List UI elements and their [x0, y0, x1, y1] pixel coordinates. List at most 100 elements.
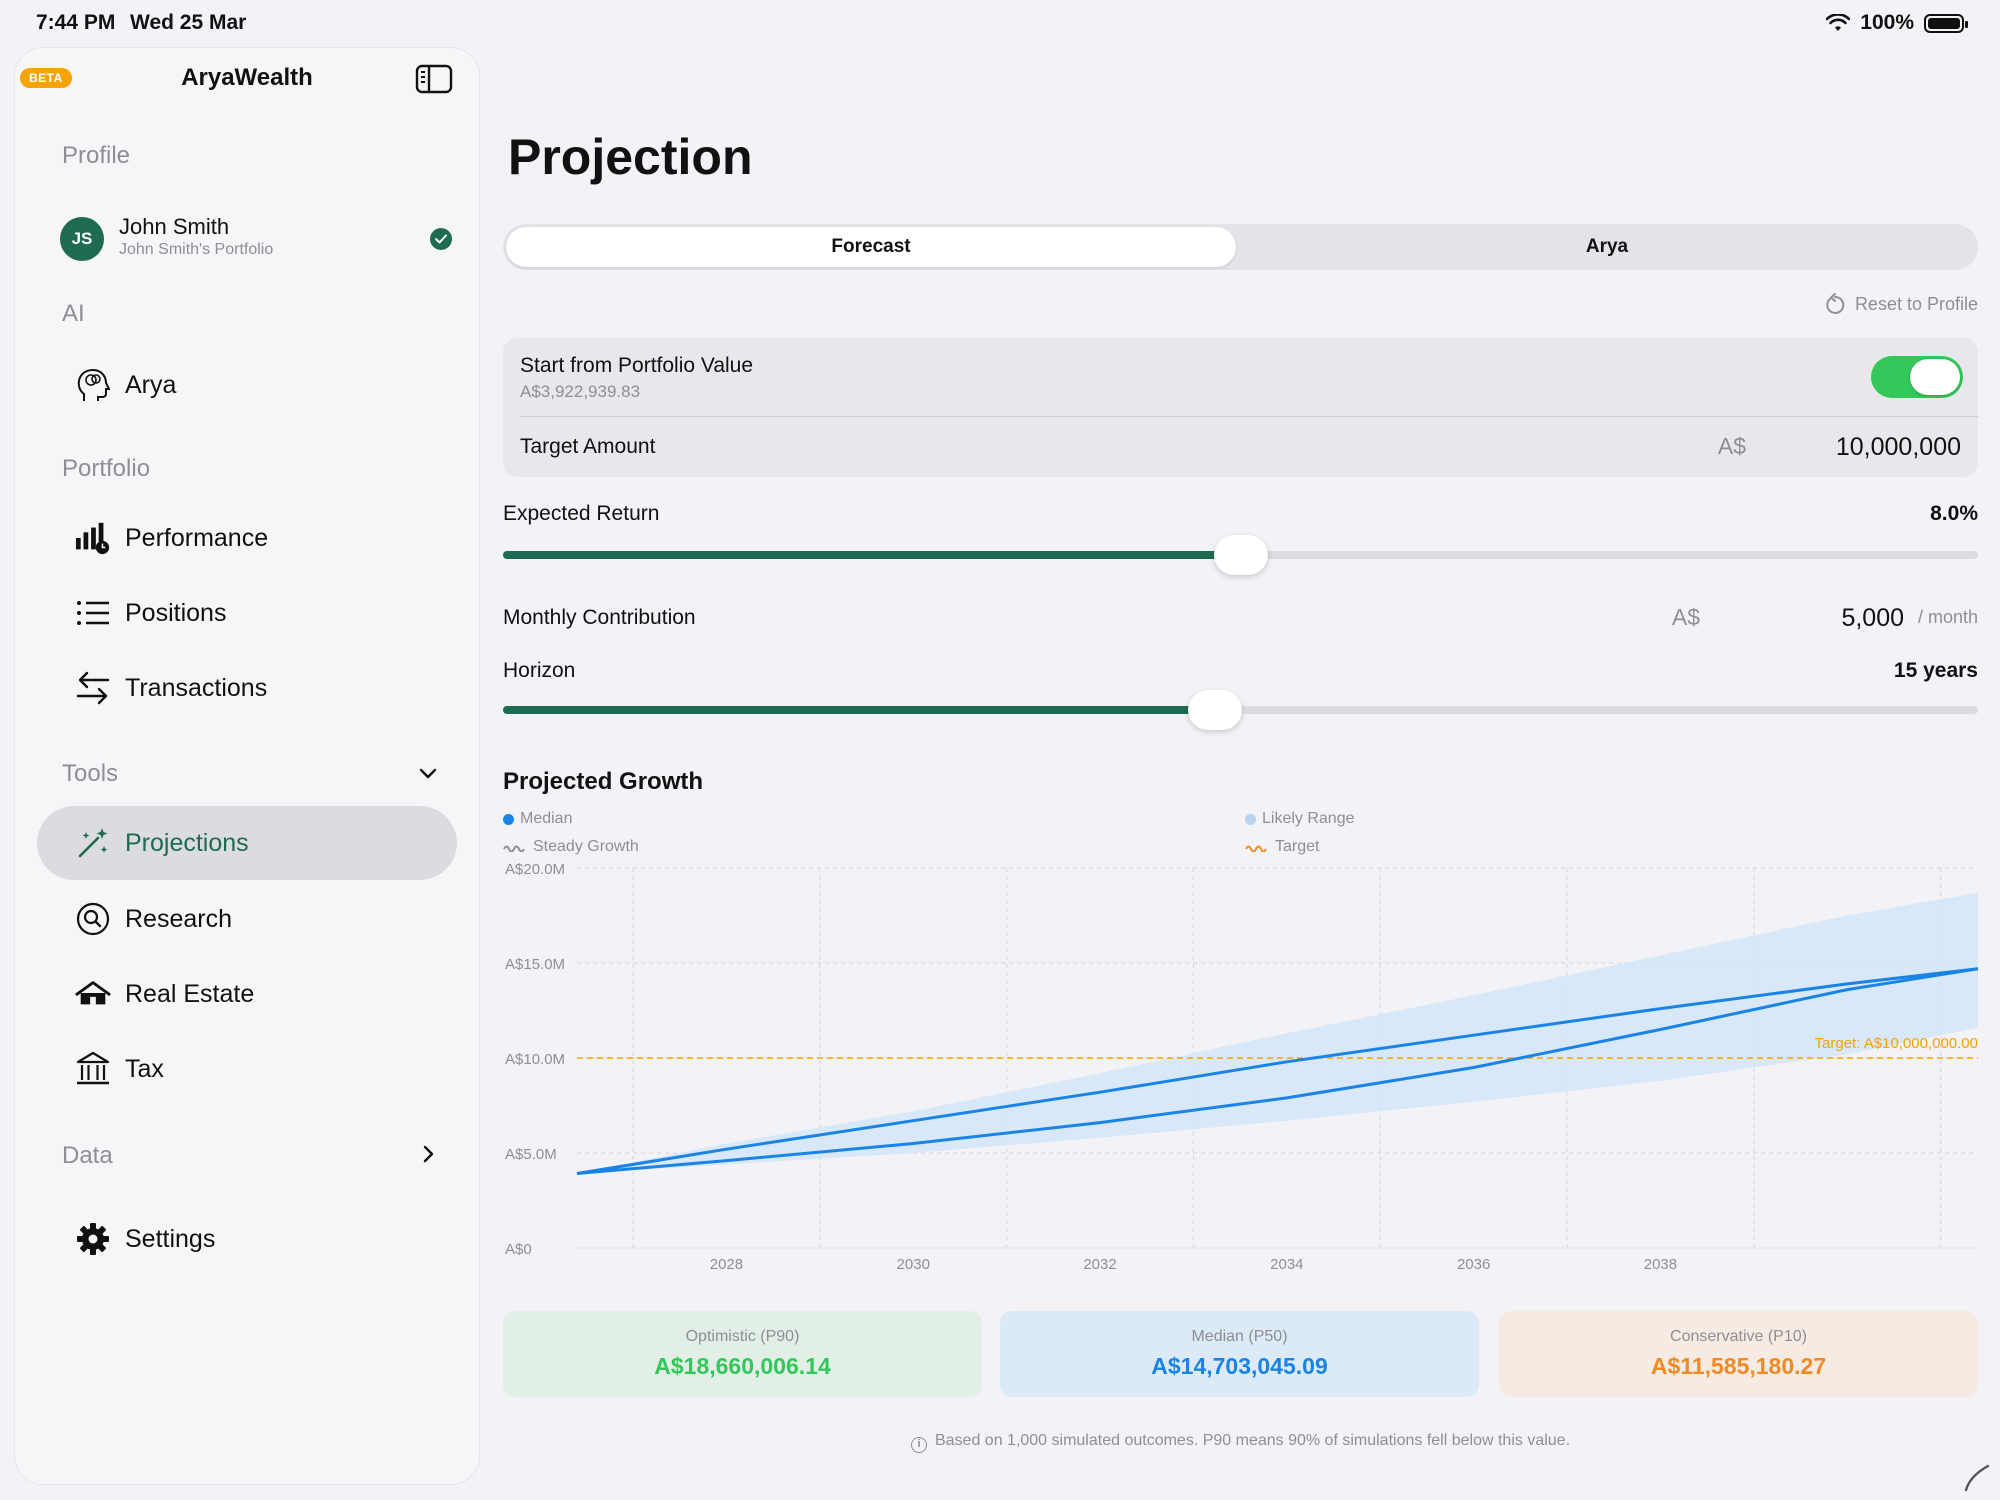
horizon-label: Horizon	[503, 659, 576, 682]
sidebar-item-performance[interactable]: Performance	[37, 501, 457, 575]
sidebar-item-label: Projections	[125, 828, 249, 857]
sidebar-item-settings[interactable]: Settings	[37, 1202, 457, 1276]
legend-label: Median	[520, 810, 573, 827]
stat-value: A$11,585,180.27	[1650, 1353, 1827, 1379]
profile-item[interactable]: JS John Smith John Smith's Portfolio	[60, 208, 452, 268]
x-tick-label: 2030	[897, 1256, 930, 1273]
likely-range-band	[577, 892, 1978, 1174]
arrows-swap-icon	[75, 670, 111, 706]
target-label: Target: A$10,000,000.00	[1815, 1035, 1978, 1052]
section-portfolio: Portfolio	[62, 455, 151, 482]
portfolio-value: A$3,922,939.83	[520, 382, 641, 401]
expected-return-slider[interactable]	[503, 535, 1978, 575]
contribution-currency: A$	[1671, 604, 1700, 630]
sidebar-item-label: Tax	[125, 1054, 164, 1083]
wavy-line-icon	[503, 845, 525, 852]
projection-chart: A$20.0M A$15.0M A$10.0M A$5.0M A$0 2028 2030 20…	[505, 861, 1978, 1273]
legend-label: Steady Growth	[533, 838, 639, 855]
wifi-icon	[1826, 14, 1851, 31]
beta-badge: BETA	[20, 68, 72, 88]
sidebar: BETA AryaWealth Profile JS John Smith Jo…	[15, 48, 479, 1484]
brain-head-icon	[75, 367, 111, 403]
monthly-contribution-label: Monthly Contribution	[503, 606, 696, 629]
start-from-toggle[interactable]	[1871, 356, 1963, 398]
sidebar-item-label: Arya	[125, 370, 177, 399]
sidebar-toggle-icon[interactable]	[415, 64, 453, 94]
sidebar-item-transactions[interactable]: Transactions	[37, 651, 457, 725]
sidebar-item-tax[interactable]: Tax	[37, 1032, 457, 1106]
section-data: Data	[62, 1142, 113, 1169]
sidebar-item-label: Settings	[125, 1224, 216, 1253]
battery-icon	[1924, 13, 1968, 33]
magic-wand-icon	[75, 825, 111, 861]
start-from-label: Start from Portfolio Value	[520, 354, 754, 377]
section-ai: AI	[62, 300, 85, 327]
slider-fill	[503, 706, 1216, 714]
sidebar-item-label: Real Estate	[125, 979, 255, 1008]
target-currency: A$	[1717, 433, 1746, 459]
legend-label: Target	[1275, 838, 1320, 855]
y-tick-label: A$20.0M	[505, 861, 565, 878]
legend-target: Target	[1245, 838, 1319, 856]
target-amount-input[interactable]: 10,000,000	[1835, 433, 1961, 461]
steady-growth-line	[576, 967, 1978, 1176]
stat-median: Median (P50) A$14,703,045.09	[1000, 1311, 1479, 1397]
stat-conservative: Conservative (P10) A$11,585,180.27	[1499, 1311, 1978, 1397]
profile-portfolio-name: John Smith's Portfolio	[119, 241, 274, 258]
legend-dot-icon	[1245, 813, 1256, 825]
horizon-value: 15 years	[1893, 659, 1978, 682]
house-icon	[75, 976, 111, 1012]
stat-value: A$18,660,006.14	[654, 1353, 831, 1379]
sidebar-item-real-estate[interactable]: Real Estate	[37, 957, 457, 1031]
avatar: JS	[60, 217, 104, 261]
stat-value: A$14,703,045.09	[1151, 1353, 1328, 1379]
x-tick-label: 2028	[710, 1256, 743, 1273]
tab-forecast[interactable]: Forecast	[506, 227, 1236, 267]
tab-arya[interactable]: Arya	[1585, 236, 1629, 257]
wavy-line-icon	[1245, 845, 1267, 852]
x-tick-label: 2038	[1644, 1256, 1677, 1273]
y-tick-label: A$15.0M	[505, 956, 565, 973]
legend-steady-growth: Steady Growth	[503, 838, 639, 856]
contribution-unit: / month	[1917, 607, 1978, 627]
battery-percent: 100%	[1860, 11, 1914, 34]
x-tick-label: 2032	[1083, 1256, 1116, 1273]
reset-label: Reset to Profile	[1854, 293, 1978, 314]
app-title: AryaWealth	[181, 64, 313, 91]
y-tick-label: A$5.0M	[505, 1146, 557, 1163]
x-tick-label: 2036	[1457, 1256, 1490, 1273]
horizon-slider[interactable]	[503, 690, 1978, 730]
expected-return-value: 8.0%	[1930, 502, 1978, 525]
expected-return-label: Expected Return	[503, 502, 660, 525]
y-tick-label: A$10.0M	[505, 1051, 565, 1068]
list-icon	[75, 595, 111, 631]
section-profile: Profile	[62, 142, 131, 169]
segmented-control: Forecast Arya	[503, 224, 1978, 270]
chevron-right-icon[interactable]	[417, 1143, 439, 1165]
main-content: Projection Forecast Arya Reset to Profil…	[503, 0, 1978, 1500]
sidebar-item-label: Transactions	[125, 673, 268, 702]
sidebar-item-label: Performance	[125, 523, 269, 552]
sidebar-item-projections[interactable]: Projections	[37, 806, 457, 880]
resize-handle-icon[interactable]	[1962, 1462, 1992, 1492]
gear-icon	[75, 1221, 111, 1257]
footnote: i Based on 1,000 simulated outcomes. P90 …	[503, 1432, 1978, 1453]
stat-label: Optimistic (P90)	[685, 1328, 800, 1345]
chevron-down-icon[interactable]	[417, 762, 439, 784]
slider-thumb[interactable]	[1213, 535, 1268, 575]
checkmark-icon	[430, 228, 452, 250]
legend-median: Median	[503, 810, 572, 828]
sidebar-item-positions[interactable]: Positions	[37, 576, 457, 650]
divider	[520, 416, 1978, 417]
sidebar-item-arya[interactable]: Arya	[37, 348, 457, 422]
monthly-contribution-input[interactable]: 5,000	[1841, 604, 1904, 632]
reset-to-profile-button[interactable]: Reset to Profile	[1825, 293, 1978, 315]
status-right: 100%	[1826, 11, 1968, 35]
sidebar-header: BETA AryaWealth	[15, 48, 479, 108]
slider-thumb[interactable]	[1188, 690, 1243, 730]
sidebar-item-research[interactable]: Research	[37, 882, 457, 956]
stat-label: Median (P50)	[1191, 1328, 1288, 1345]
legend-label: Likely Range	[1262, 810, 1355, 827]
reset-arrow-icon	[1826, 293, 1845, 314]
target-amount-label: Target Amount	[520, 435, 656, 458]
